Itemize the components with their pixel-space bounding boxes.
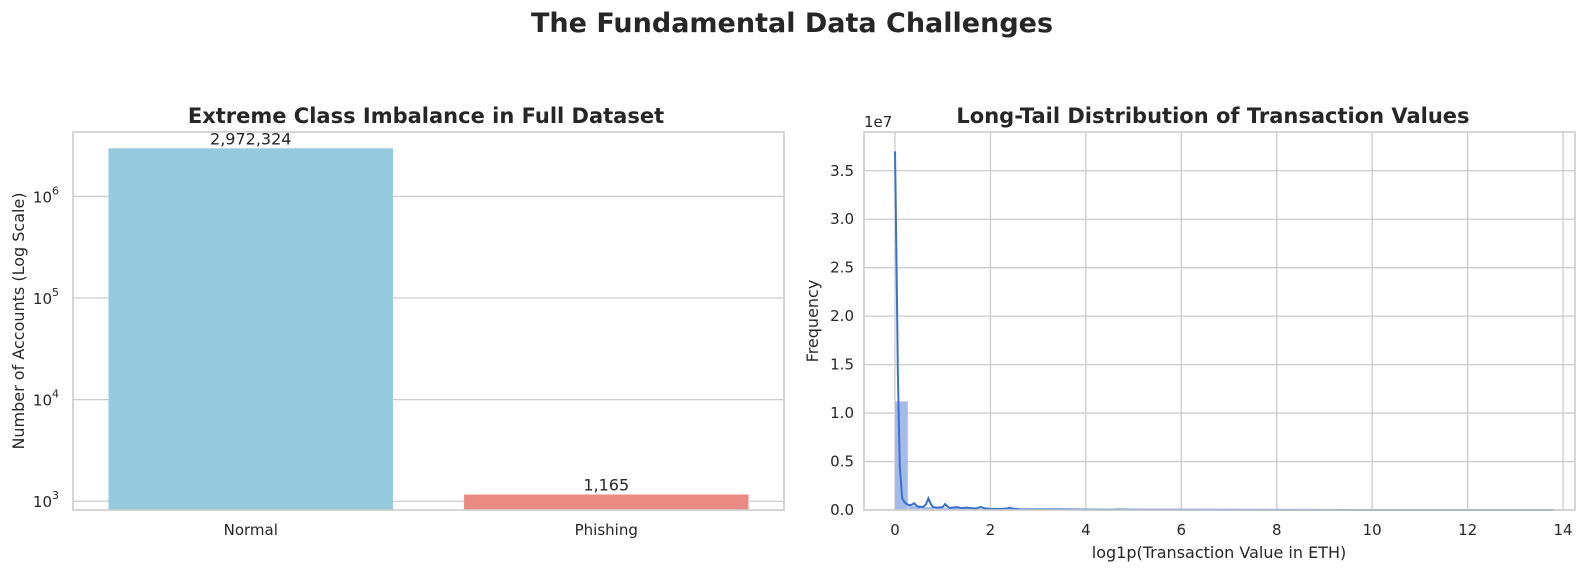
transaction-value-chart: Long-Tail Distribution of Transaction Va… bbox=[803, 104, 1576, 562]
bar-value-label: 2,972,324 bbox=[210, 129, 291, 148]
x-tick-label: 2 bbox=[986, 521, 996, 539]
bar-normal bbox=[108, 148, 393, 510]
bar-phishing bbox=[464, 494, 749, 510]
x-axis-label: log1p(Transaction Value in ETH) bbox=[1092, 543, 1346, 562]
y-tick-label: 106 bbox=[33, 184, 59, 206]
histogram-bar bbox=[935, 508, 948, 510]
y-tick-labels: 0.0 0.5 1.0 1.5 2.0 2.5 3.0 3.5 bbox=[830, 162, 854, 519]
figure-title: The Fundamental Data Challenges bbox=[531, 8, 1053, 39]
histogram-bars bbox=[895, 401, 1135, 510]
y-tick-label: 104 bbox=[33, 388, 59, 410]
x-tick-label: 4 bbox=[1081, 521, 1091, 539]
x-tick-label: Phishing bbox=[575, 521, 638, 539]
y-tick-label: 3.5 bbox=[830, 162, 854, 180]
class-imbalance-chart: Extreme Class Imbalance in Full Dataset … bbox=[9, 104, 785, 539]
plot-frame bbox=[72, 131, 785, 511]
x-tick-label: 0 bbox=[890, 521, 900, 539]
histogram-bar bbox=[908, 505, 922, 510]
bar-value-label: 1,165 bbox=[583, 476, 629, 495]
y-tick-label: 1.0 bbox=[830, 404, 854, 422]
x-tick-label: 14 bbox=[1554, 521, 1573, 539]
y-tick-labels: 103 104 105 106 bbox=[33, 184, 59, 511]
bar-value-labels: 2,972,324 1,165 bbox=[210, 129, 629, 494]
y-tick-label: 2.5 bbox=[830, 259, 854, 277]
y-tick-label: 0.0 bbox=[830, 501, 854, 519]
y-tick-label: 2.0 bbox=[830, 307, 854, 325]
y-offset-text: 1e7 bbox=[864, 113, 892, 131]
chart-title: Long-Tail Distribution of Transaction Va… bbox=[956, 104, 1469, 128]
y-tick-label: 1.5 bbox=[830, 356, 854, 374]
y-axis-label: Frequency bbox=[803, 280, 822, 363]
kde-line bbox=[894, 151, 1554, 511]
y-tick-label: 105 bbox=[33, 286, 59, 308]
x-tick-labels: 0 2 4 6 8 10 12 14 bbox=[890, 521, 1572, 539]
histogram-bar bbox=[948, 507, 962, 510]
x-tick-labels: Normal Phishing bbox=[224, 521, 638, 539]
x-tick-label: 12 bbox=[1458, 521, 1477, 539]
x-tick-label: Normal bbox=[224, 521, 278, 539]
chart-title: Extreme Class Imbalance in Full Dataset bbox=[188, 104, 664, 128]
x-tick-label: 10 bbox=[1363, 521, 1382, 539]
y-axis-label: Number of Accounts (Log Scale) bbox=[9, 192, 28, 449]
x-tick-label: 8 bbox=[1272, 521, 1282, 539]
histogram-bar bbox=[921, 507, 935, 510]
gridlines bbox=[864, 132, 1575, 511]
plot-frame bbox=[863, 131, 1576, 511]
x-tick-label: 6 bbox=[1177, 521, 1187, 539]
y-tick-label: 3.0 bbox=[830, 210, 854, 228]
y-tick-label: 103 bbox=[33, 489, 59, 511]
y-tick-label: 0.5 bbox=[830, 453, 854, 471]
bars bbox=[108, 148, 749, 510]
